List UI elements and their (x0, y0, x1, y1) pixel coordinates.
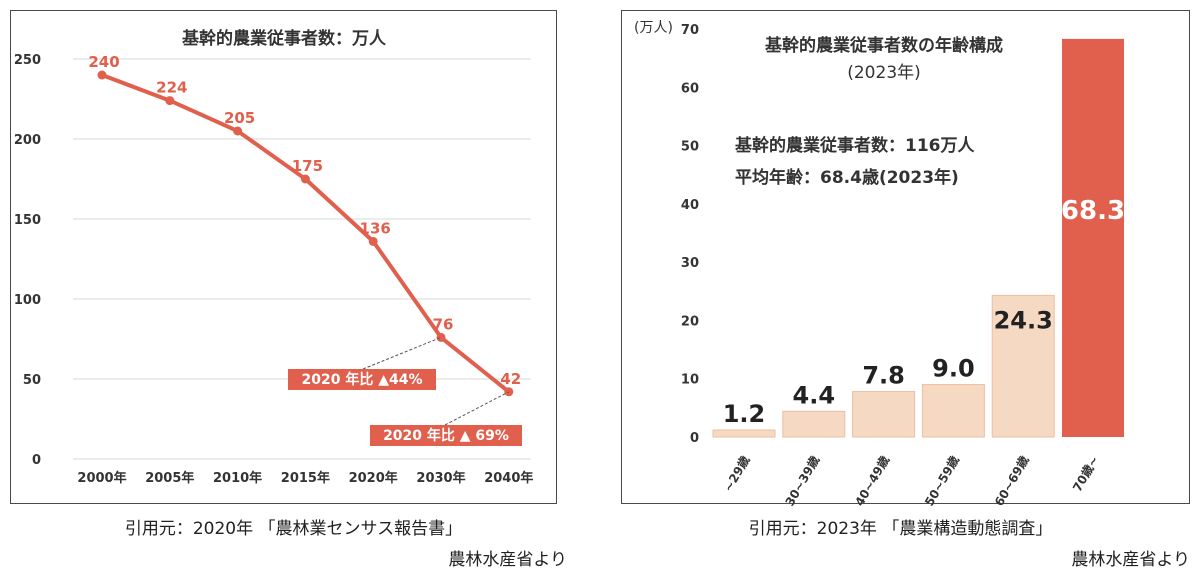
data-point (97, 70, 107, 80)
annotation-box (288, 369, 436, 390)
y-tick-label: 100 (14, 293, 41, 308)
line-chart: 基幹的農業従事者数：万人 0 50 100 150 200 250 2000年 2005年 201… (14, 28, 534, 486)
source-right: 引用元：2023年 「農業構造動態調査」 農林水産省より (621, 514, 1190, 570)
annotation-leader (362, 336, 442, 370)
bar-chart-title: 基幹的農業従事者数の年齢構成 (764, 35, 1003, 56)
source-left-line1: 引用元：2020年 「農林業センサス報告書」 (124, 519, 463, 539)
y-tick-label: 150 (14, 213, 41, 228)
bar (921, 384, 985, 438)
series-line (101, 73, 511, 394)
x-tick-label: 50~59歳 (921, 453, 962, 509)
bar (782, 410, 846, 438)
bar-value-label: 24.3 (994, 306, 1053, 334)
source-left: 引用元：2020年 「農林業センサス報告書」 農林水産省より (0, 514, 567, 570)
x-tick-label: 2020年 (349, 470, 398, 486)
bar-value-label: 9.0 (932, 355, 975, 383)
y-tick-label: 60 (681, 81, 699, 96)
y-tick-label: 50 (681, 140, 699, 155)
data-label: 224 (156, 79, 187, 97)
x-tick-label: 40~49歳 (851, 453, 892, 509)
y-tick-label: 50 (23, 373, 41, 388)
data-label: 240 (88, 53, 119, 71)
x-tick-label: 2005年 (145, 470, 194, 486)
data-point (165, 96, 175, 106)
line-chart-title: 基幹的農業従事者数：万人 (181, 28, 387, 49)
bar (712, 429, 776, 438)
bar-chart: (万人) 0 10 20 30 40 50 60 70 基幹的農業従事者数の年齢構成 (2023年)… (634, 20, 1125, 509)
data-point (368, 236, 378, 246)
x-tick-label: 70歳~ (1069, 453, 1101, 494)
bar-chart-panel: (万人) 0 10 20 30 40 50 60 70 基幹的農業従事者数の年齢構成 (2023年)… (621, 10, 1190, 509)
annotation-leader (444, 391, 510, 426)
x-tick-label: 2015年 (281, 470, 330, 486)
bar-value-label: 7.8 (862, 362, 905, 390)
x-tick-label: 2030年 (416, 470, 465, 486)
y-tick-label: 30 (681, 256, 699, 271)
bar-value-label: 4.4 (793, 381, 836, 409)
source-right-line2: 農林水産省より (1071, 550, 1190, 570)
data-label: 42 (500, 370, 521, 388)
note-average-age: 平均年齢：68.4歳(2023年) (735, 167, 959, 188)
x-tick-label: 30~39歳 (782, 453, 823, 509)
y-tick-label: 20 (681, 314, 699, 329)
y-tick-label: 10 (681, 373, 699, 388)
line-chart-panel: 基幹的農業従事者数：万人 0 50 100 150 200 250 2000年 2005年 201… (10, 10, 557, 504)
data-point (436, 332, 446, 342)
x-tick-label: ~29歳 (720, 453, 752, 494)
note-total: 基幹的農業従事者数：116万人 (734, 135, 975, 156)
y-tick-label: 0 (690, 431, 699, 446)
y-tick-label: 70 (681, 23, 699, 38)
bar (1062, 38, 1124, 437)
data-label: 76 (433, 315, 454, 333)
x-tick-label: 2040年 (484, 470, 533, 486)
data-label: 205 (224, 109, 255, 127)
annotation-text: 2020 年比 ▲44% (302, 371, 423, 388)
x-tick-label: 2000年 (77, 470, 126, 486)
annotation-box (370, 425, 522, 446)
unit-label: (万人) (634, 20, 673, 36)
y-tick-label: 40 (681, 198, 699, 213)
bar (852, 391, 916, 438)
bar-value-label: 1.2 (723, 400, 766, 428)
bar (991, 294, 1055, 438)
source-left-line2: 農林水産省より (448, 550, 567, 570)
data-point (233, 126, 243, 136)
source-right-line1: 引用元：2023年 「農業構造動態調査」 (748, 519, 1053, 539)
annotation-text: 2020 年比 ▲ 69% (383, 427, 509, 444)
bar-chart-subtitle: (2023年) (847, 63, 921, 83)
bar-value-label: 68.3 (1061, 196, 1125, 226)
y-tick-label: 200 (14, 133, 41, 148)
data-label: 175 (292, 157, 323, 175)
x-tick-label: 2010年 (213, 470, 262, 486)
y-tick-label: 250 (14, 53, 41, 68)
data-label: 136 (360, 219, 391, 237)
y-tick-label: 0 (32, 453, 41, 468)
x-tick-label: 60~69歳 (991, 453, 1032, 509)
data-point (300, 174, 310, 184)
